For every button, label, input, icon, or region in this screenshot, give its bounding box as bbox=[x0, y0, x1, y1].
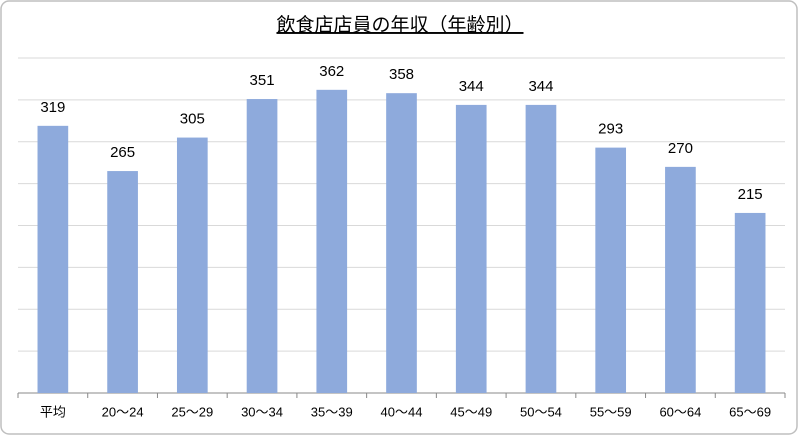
chart-title: 飲食店店員の年収（年齢別） bbox=[276, 14, 523, 36]
bar bbox=[665, 166, 696, 393]
value-label: 351 bbox=[250, 72, 275, 89]
x-tick-label: 40〜44 bbox=[381, 404, 423, 419]
x-tick-label: 35〜39 bbox=[311, 404, 353, 419]
bar bbox=[37, 125, 69, 394]
x-tick-label: 50〜54 bbox=[520, 404, 562, 419]
value-label: 362 bbox=[319, 63, 344, 80]
bar bbox=[316, 89, 348, 393]
bar bbox=[246, 99, 278, 393]
value-label: 293 bbox=[598, 121, 623, 138]
value-label: 319 bbox=[40, 99, 65, 116]
value-label: 358 bbox=[389, 66, 414, 83]
x-tick-label: 25〜29 bbox=[171, 404, 213, 419]
value-label: 305 bbox=[180, 111, 205, 128]
bar bbox=[525, 104, 557, 394]
bar bbox=[595, 147, 627, 393]
bar bbox=[386, 93, 417, 394]
x-tick-label: 20〜24 bbox=[102, 404, 144, 419]
value-label: 344 bbox=[528, 78, 553, 95]
bar bbox=[107, 171, 138, 393]
x-tick-label: 30〜34 bbox=[241, 404, 283, 419]
value-label: 270 bbox=[668, 140, 693, 157]
value-label: 265 bbox=[110, 144, 135, 161]
x-tick-label: 65〜69 bbox=[729, 404, 771, 419]
bar bbox=[734, 212, 766, 393]
x-tick-label: 60〜64 bbox=[659, 404, 701, 419]
x-tick-label: 55〜59 bbox=[590, 404, 632, 419]
value-label: 344 bbox=[459, 78, 484, 95]
bar bbox=[455, 104, 487, 394]
value-label: 215 bbox=[738, 186, 763, 203]
x-tick-label: 平均 bbox=[40, 404, 66, 419]
bar bbox=[176, 137, 208, 393]
x-tick-label: 45〜49 bbox=[450, 404, 492, 419]
